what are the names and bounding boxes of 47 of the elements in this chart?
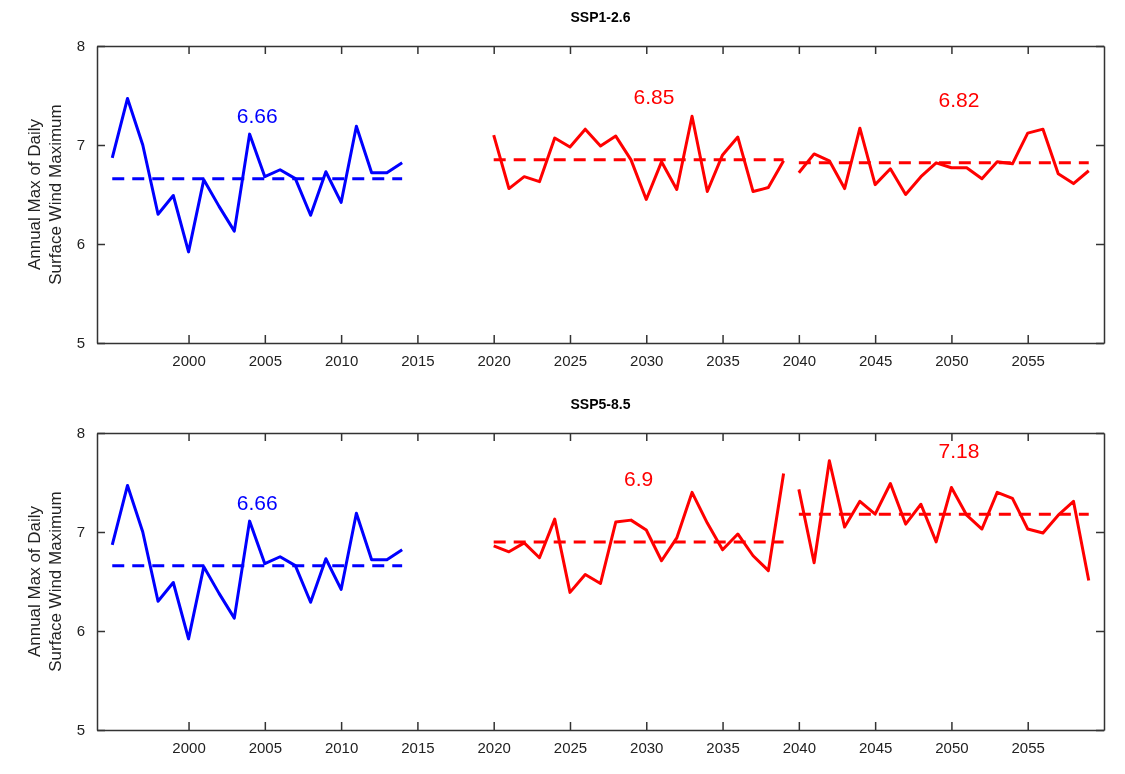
- annotation: 6.9: [624, 466, 654, 490]
- y-tick-label: 7: [76, 523, 85, 541]
- x-tick-label: 2050: [935, 351, 969, 369]
- line-series: [797, 459, 1091, 583]
- x-tick-label: 2005: [248, 738, 283, 756]
- x-tick-label: 2010: [324, 351, 359, 369]
- x-tick-label: 2045: [858, 351, 893, 369]
- x-tick-label: 2000: [172, 738, 206, 756]
- x-tick-label: 2035: [706, 351, 740, 369]
- x-tick-label: 2005: [248, 351, 283, 369]
- x-tick-label: 2045: [858, 738, 893, 756]
- x-tick-label: 2050: [935, 738, 969, 756]
- y-tick-label: 5: [76, 334, 85, 352]
- y-tick-label: 5: [76, 721, 85, 739]
- x-tick-label: 2030: [630, 351, 664, 369]
- y-tick-label: 6: [76, 235, 85, 253]
- x-tick-label: 2035: [706, 738, 740, 756]
- y-axis-title: Annual Max of Daily Surface Wind Maximum: [25, 491, 65, 672]
- chart-title: SSP1-2.6: [570, 9, 631, 25]
- x-tick-label: 2020: [477, 738, 511, 756]
- chart-title: SSP5-8.5: [570, 396, 631, 412]
- line-series: [110, 96, 404, 254]
- line-series: [110, 483, 404, 641]
- x-tick-label: 2025: [553, 351, 588, 369]
- y-tick-label: 7: [76, 136, 85, 154]
- x-tick-label: 2055: [1011, 738, 1045, 756]
- line-series: [492, 472, 786, 594]
- x-tick-label: 2030: [630, 738, 664, 756]
- annotation: 6.66: [236, 103, 278, 127]
- x-tick-label: 2020: [477, 351, 511, 369]
- y-tick-label: 6: [76, 622, 85, 640]
- annotation: 6.66: [236, 490, 278, 514]
- x-tick-label: 2015: [401, 351, 435, 369]
- x-tick-label: 2010: [324, 738, 359, 756]
- annotation: 7.18: [938, 439, 980, 463]
- x-tick-label: 2040: [782, 738, 817, 756]
- annotation: 6.85: [633, 84, 675, 108]
- x-tick-label: 2055: [1011, 351, 1045, 369]
- y-tick-label: 8: [76, 37, 85, 55]
- x-tick-label: 2025: [553, 738, 588, 756]
- x-tick-label: 2015: [401, 738, 435, 756]
- y-tick-label: 8: [76, 424, 85, 442]
- y-axis-title: Annual Max of Daily Surface Wind Maximum: [25, 104, 65, 285]
- x-tick-label: 2000: [172, 351, 206, 369]
- annotation: 6.82: [938, 87, 980, 111]
- x-tick-label: 2040: [782, 351, 817, 369]
- line-series: [797, 126, 1091, 196]
